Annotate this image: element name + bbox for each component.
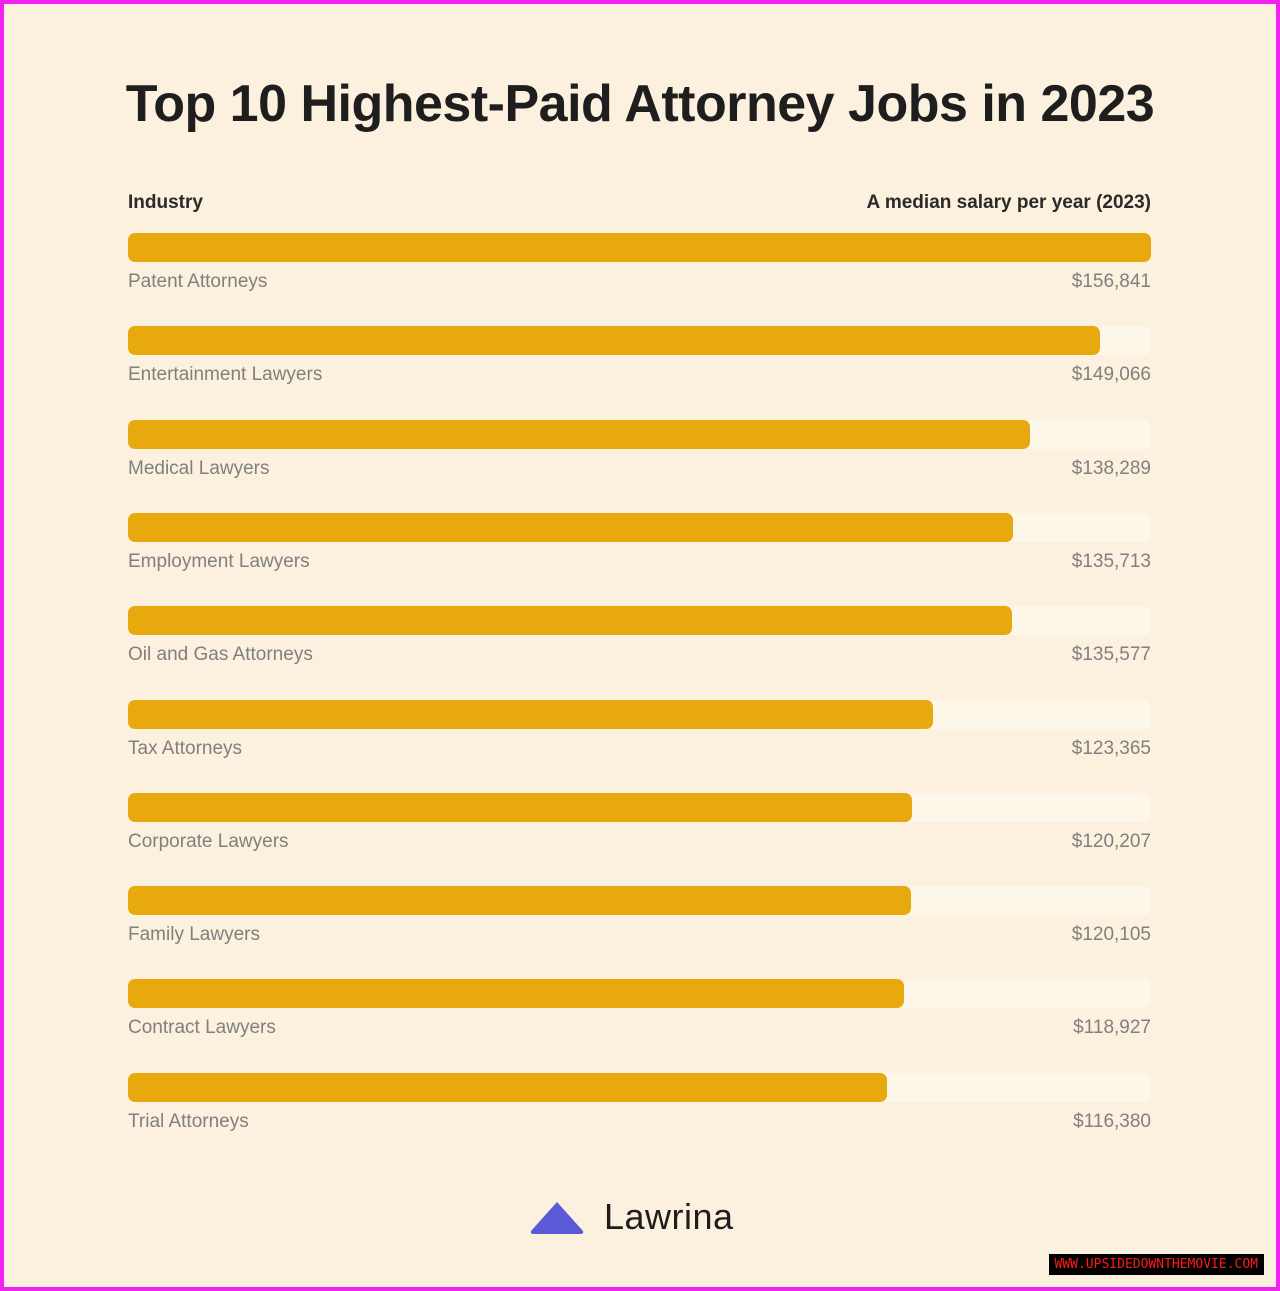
bar (128, 512, 1014, 542)
value-label: $138,289 (1071, 457, 1151, 479)
bar-row: Family Lawyers $120,105 (128, 886, 1151, 976)
value-label: $116,380 (1073, 1110, 1151, 1132)
category-header: Industry (128, 192, 203, 213)
bar-row: Employment Lawyers $135,713 (128, 512, 1151, 603)
value-label: $123,365 (1071, 737, 1151, 759)
value-label: $120,105 (1071, 924, 1151, 946)
bar (128, 1072, 888, 1102)
value-header: A median salary per year (2023) (866, 192, 1151, 213)
bar-row: Corporate Lawyers $120,207 (128, 792, 1151, 883)
bar-row: Entertainment Lawyers $149,066 (128, 326, 1151, 416)
category-label: Employment Lawyers (128, 550, 310, 572)
category-label: Tax Attorneys (128, 737, 243, 759)
category-label: Medical Lawyers (128, 457, 270, 479)
bar (128, 233, 1151, 262)
category-label: Trial Attorneys (128, 1110, 249, 1132)
bar (128, 886, 912, 916)
value-label: $118,927 (1073, 1017, 1151, 1039)
brand-logo: Lawrina (528, 1196, 734, 1238)
bar-row: Contract Lawyers $118,927 (128, 979, 1151, 1069)
category-label: Family Lawyers (128, 924, 260, 946)
bar-row: Patent Attorneys $156,841 (128, 233, 1151, 323)
bar (128, 979, 904, 1009)
bar (128, 792, 913, 822)
value-label: $156,841 (1071, 271, 1151, 292)
bar (128, 699, 933, 729)
watermark: WWW.UPSIDEDOWNTHEMOVIE.COM (1048, 1254, 1264, 1275)
bar (128, 326, 1101, 356)
bar-row: Tax Attorneys $123,365 (128, 699, 1151, 790)
triangle-logo-icon (530, 1202, 584, 1234)
value-label: $149,066 (1071, 364, 1151, 386)
bar-row: Medical Lawyers $138,289 (128, 419, 1151, 510)
value-label: $135,577 (1071, 644, 1151, 666)
value-label: $120,207 (1071, 830, 1151, 852)
bar (128, 606, 1013, 636)
bar-row: Trial Attorneys $116,380 (128, 1072, 1151, 1163)
bar (128, 419, 1030, 449)
category-label: Oil and Gas Attorneys (128, 644, 313, 666)
category-label: Contract Lawyers (128, 1017, 276, 1039)
category-label: Patent Attorneys (128, 271, 268, 292)
category-label: Corporate Lawyers (128, 830, 289, 852)
chart-title: Top 10 Highest-Paid Attorney Jobs in 202… (125, 75, 1155, 133)
brand-name: Lawrina (604, 1196, 734, 1237)
bar-row: Oil and Gas Attorneys $135,577 (128, 606, 1151, 696)
category-label: Entertainment Lawyers (128, 364, 323, 386)
value-label: $135,713 (1071, 550, 1151, 572)
